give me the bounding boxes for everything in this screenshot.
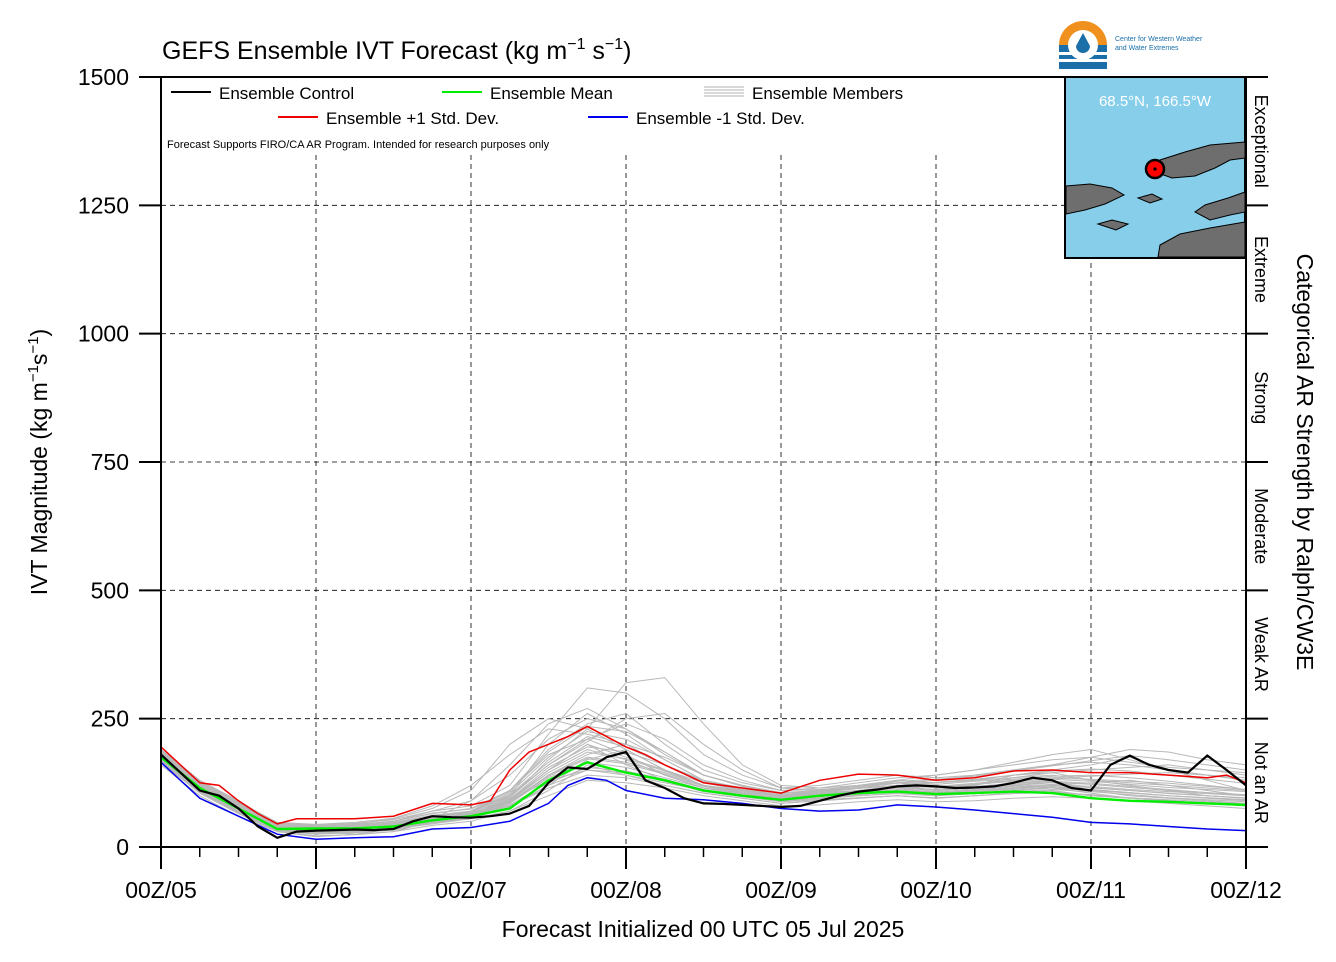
- minus-std-line: [160, 761, 1247, 841]
- location-inset-map: 68.5°N, 166.5°W: [1064, 76, 1246, 259]
- land-mass-south: [1157, 221, 1246, 258]
- x-tick-label: 00Z/06: [280, 877, 352, 903]
- legend-control: Ensemble Control: [219, 84, 354, 103]
- y-tick-label: 750: [91, 449, 129, 475]
- legend-minus-std: Ensemble -1 Std. Dev.: [636, 109, 805, 128]
- category-label: Exceptional: [1251, 95, 1271, 188]
- x-axis-label: Forecast Initialized 00 UTC 05 Jul 2025: [502, 916, 905, 942]
- plus-std-line: [160, 725, 1247, 825]
- x-tick-label: 00Z/08: [590, 877, 662, 903]
- category-label: Strong: [1251, 371, 1271, 424]
- ensemble-series: [160, 725, 1247, 841]
- y-tick-label: 500: [91, 577, 129, 603]
- island: [1096, 219, 1130, 231]
- disclaimer: Forecast Supports FIRO/CA AR Program. In…: [167, 139, 550, 151]
- y-tick-label: 250: [91, 706, 129, 732]
- mean-line: [160, 756, 1247, 831]
- member-line: [160, 712, 1247, 826]
- category-label: Extreme: [1251, 236, 1271, 303]
- x-tick-label: 00Z/07: [435, 877, 507, 903]
- category-label: Moderate: [1251, 488, 1271, 564]
- category-label: Weak AR: [1251, 617, 1271, 692]
- legend: Ensemble Control Ensemble Mean Ensemble …: [171, 84, 903, 128]
- legend-members: Ensemble Members: [752, 84, 903, 103]
- x-tick-label: 00Z/12: [1210, 877, 1282, 903]
- axes: 0 250 500 750 1000 1250 1500 00Z/05 00Z/06 00Z/07…: [78, 64, 1282, 903]
- legend-mean: Ensemble Mean: [490, 84, 613, 103]
- y-tick-label: 1250: [78, 192, 129, 218]
- right-axis-label: Categorical AR Strength by Ralph/CW3E: [1292, 254, 1318, 671]
- category-label: Not an AR: [1251, 742, 1271, 824]
- grid-lines: [161, 155, 1246, 847]
- y-tick-label: 1000: [78, 321, 129, 347]
- x-tick-label: 00Z/05: [125, 877, 197, 903]
- x-tick-label: 00Z/11: [1056, 877, 1126, 903]
- cw3e-logo: Center for Western Weather and Water Ext…: [1059, 21, 1203, 69]
- y-tick-label: 0: [116, 834, 129, 860]
- chart-title: GEFS Ensemble IVT Forecast (kg m−1 s−1): [162, 36, 632, 65]
- x-tick-label: 00Z/10: [900, 877, 972, 903]
- land-mass-west: [1065, 183, 1126, 215]
- y-axis-label: IVT Magnitude (kg m−1s−1): [25, 329, 52, 595]
- member-line: [160, 761, 1247, 837]
- land-mass-east: [1149, 141, 1246, 179]
- legend-plus-std: Ensemble +1 Std. Dev.: [326, 109, 499, 128]
- water-drop-icon: [1076, 33, 1090, 53]
- control-line: [160, 750, 1247, 839]
- land-mass-southeast: [1194, 191, 1246, 221]
- logo-text-line2: and Water Extremes: [1115, 45, 1179, 52]
- legend-members-swatch: [704, 86, 744, 97]
- island-small: [1136, 193, 1164, 204]
- logo-text-line1: Center for Western Weather: [1115, 36, 1203, 43]
- y-tick-label: 1500: [78, 64, 129, 90]
- x-tick-label: 00Z/09: [745, 877, 817, 903]
- location-label: 68.5°N, 166.5°W: [1099, 93, 1212, 110]
